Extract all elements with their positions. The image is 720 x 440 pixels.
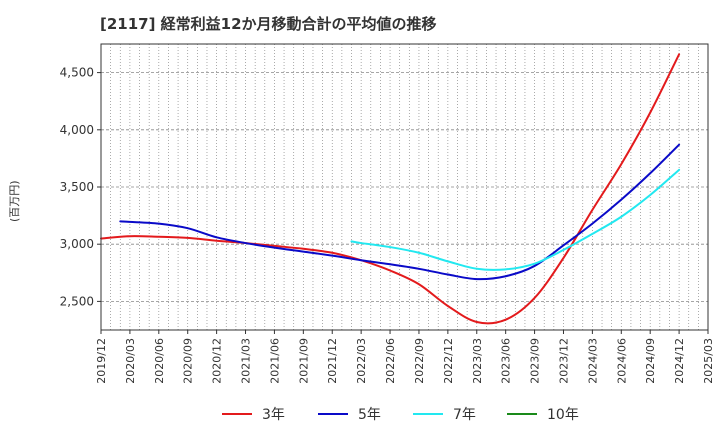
x-tick-label: 2020/06 (153, 338, 166, 384)
y-tick-label: 4,500 (60, 66, 94, 80)
series-line-1 (100, 53, 681, 325)
x-tick-label: 2024/09 (644, 338, 657, 384)
y-tick-label: 3,500 (60, 180, 94, 194)
x-tick-label: 2024/03 (586, 338, 599, 384)
x-tick-label: 2022/03 (355, 338, 368, 384)
chart-title: [2117] 経常利益12か月移動合計の平均値の推移 (100, 15, 437, 33)
x-tick-label: 2021/09 (297, 338, 310, 384)
legend-label-3: 7年 (453, 407, 476, 423)
legend-label-1: 3年 (262, 407, 285, 423)
legend: 3年 5年 7年 10年 (222, 407, 579, 423)
x-tick-label: 2023/06 (500, 338, 513, 384)
legend-label-4: 10年 (547, 407, 579, 423)
y-tick-label: 2,500 (60, 294, 94, 308)
series-layer (100, 53, 681, 325)
y-tick-label: 4,000 (60, 123, 94, 137)
x-tick-label: 2024/12 (673, 338, 686, 384)
x-tick-label: 2024/06 (615, 338, 628, 384)
x-tick-label: 2022/12 (442, 338, 455, 384)
y-tick-label: 3,000 (60, 237, 94, 251)
x-tick-label: 2020/12 (211, 338, 224, 384)
x-tick-label: 2020/09 (182, 338, 195, 384)
x-tick-label: 2022/09 (413, 338, 426, 384)
x-tick-label: 2022/06 (384, 338, 397, 384)
x-tick-label: 2020/03 (124, 338, 137, 384)
x-tick-label: 2023/12 (557, 338, 570, 384)
legend-label-2: 5年 (358, 407, 381, 423)
x-tick-label: 2021/03 (240, 338, 253, 384)
x-tick-label: 2023/03 (471, 338, 484, 384)
x-tick-label: 2021/12 (326, 338, 339, 384)
axis-layer: 2,500 3,000 3,500 4,000 4,500 2019/12 2020/03 2… (60, 66, 715, 384)
grid-layer (101, 44, 708, 330)
series-line-3 (350, 168, 681, 271)
x-tick-label: 2019/12 (95, 338, 108, 384)
x-tick-label: 2025/03 (702, 338, 715, 384)
x-tick-label: 2023/09 (529, 338, 542, 384)
x-tick-label: 2021/06 (268, 338, 281, 384)
series-line-2 (119, 143, 681, 281)
